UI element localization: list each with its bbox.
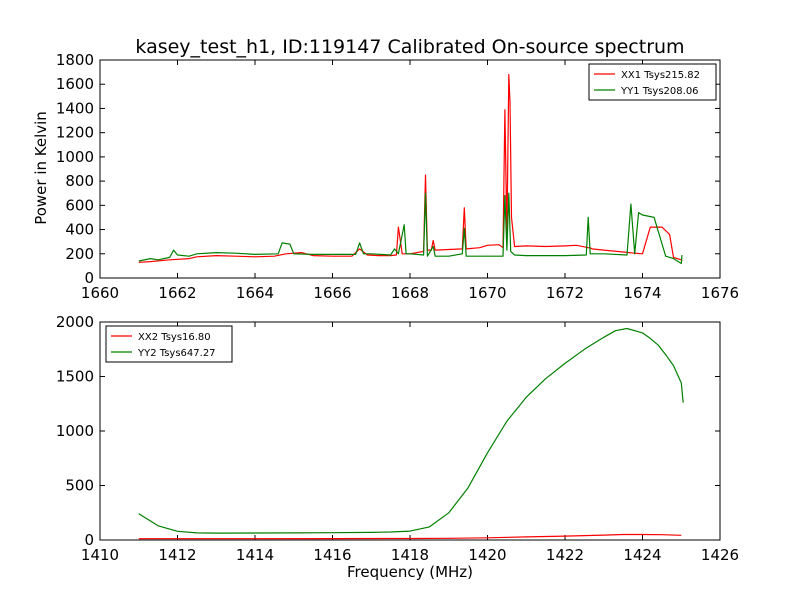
legend-label: XX1 Tsys215.82: [621, 70, 700, 81]
series-lines: [138, 327, 684, 540]
legend: XX1 Tsys215.82 YY1 Tsys208.06: [588, 63, 717, 101]
series-line-1: [138, 533, 682, 540]
x-tick-label: 1426: [701, 546, 739, 564]
y-tick-label: 500: [65, 477, 94, 495]
y-tick-label: 1800: [56, 51, 94, 69]
legend-label: YY1 Tsys208.06: [620, 86, 699, 97]
series-line-2: [138, 327, 684, 534]
x-tick-label: 1674: [623, 284, 661, 302]
y-tick-label: 1400: [56, 99, 94, 117]
series-line-2: [138, 192, 683, 265]
y-tick-label: 1000: [56, 148, 94, 166]
x-tick-label: 1670: [468, 284, 506, 302]
x-tick-label: 1662: [158, 284, 196, 302]
y-tick-label: 2000: [56, 313, 94, 331]
chart-title: kasey_test_h1, ID:119147 Calibrated On-s…: [135, 36, 684, 58]
legend-label: XX2 Tsys16.80: [138, 332, 211, 343]
series-line-1: [138, 73, 683, 263]
y-tick-label: 1000: [56, 422, 94, 440]
x-tick-label: 1676: [701, 284, 739, 302]
x-tick-label: 1672: [546, 284, 584, 302]
x-tick-label: 1418: [391, 546, 429, 564]
y-tick-label: 1200: [56, 124, 94, 142]
x-tick-label: 1420: [468, 546, 506, 564]
x-tick-label: 1410: [81, 546, 119, 564]
bottom-spectrum-panel: 1410 1412 1414 1416 1418 1420 1422 1424 1426 0 500…: [56, 313, 739, 581]
y-tick-label: 200: [65, 245, 94, 263]
legend-label: YY2 Tsys647.27: [137, 348, 216, 359]
legend: XX2 Tsys16.80 YY2 Tsys647.27: [105, 325, 233, 363]
y-tick-label: 0: [84, 269, 94, 287]
y-tick-label: 600: [65, 196, 94, 214]
x-tick-label: 1660: [81, 284, 119, 302]
y-tick-label: 400: [65, 221, 94, 239]
y-tick-label: 0: [84, 531, 94, 549]
x-axis-label: Frequency (MHz): [347, 563, 473, 581]
x-tick-label: 1416: [313, 546, 351, 564]
legend-box: [588, 63, 717, 101]
x-tick-label: 1422: [546, 546, 584, 564]
x-tick-label: 1668: [391, 284, 429, 302]
x-tick-label: 1666: [313, 284, 351, 302]
axis-ticks: 1660 1662 1664 1666 1668 1670 1672 1674 1676 0 200…: [56, 51, 739, 302]
x-tick-label: 1412: [158, 546, 196, 564]
x-tick-label: 1424: [623, 546, 661, 564]
y-tick-label: 800: [65, 172, 94, 190]
series-lines: [138, 73, 683, 265]
x-tick-label: 1414: [236, 546, 274, 564]
axis-ticks: 1410 1412 1414 1416 1418 1420 1422 1424 1426 0 500…: [56, 313, 739, 564]
x-tick-label: 1664: [236, 284, 274, 302]
top-spectrum-panel: kasey_test_h1, ID:119147 Calibrated On-s…: [32, 36, 739, 302]
y-tick-label: 1500: [56, 368, 94, 386]
y-axis-label: Power in Kelvin: [32, 111, 50, 225]
y-tick-label: 1600: [56, 75, 94, 93]
legend-box: [105, 325, 233, 363]
